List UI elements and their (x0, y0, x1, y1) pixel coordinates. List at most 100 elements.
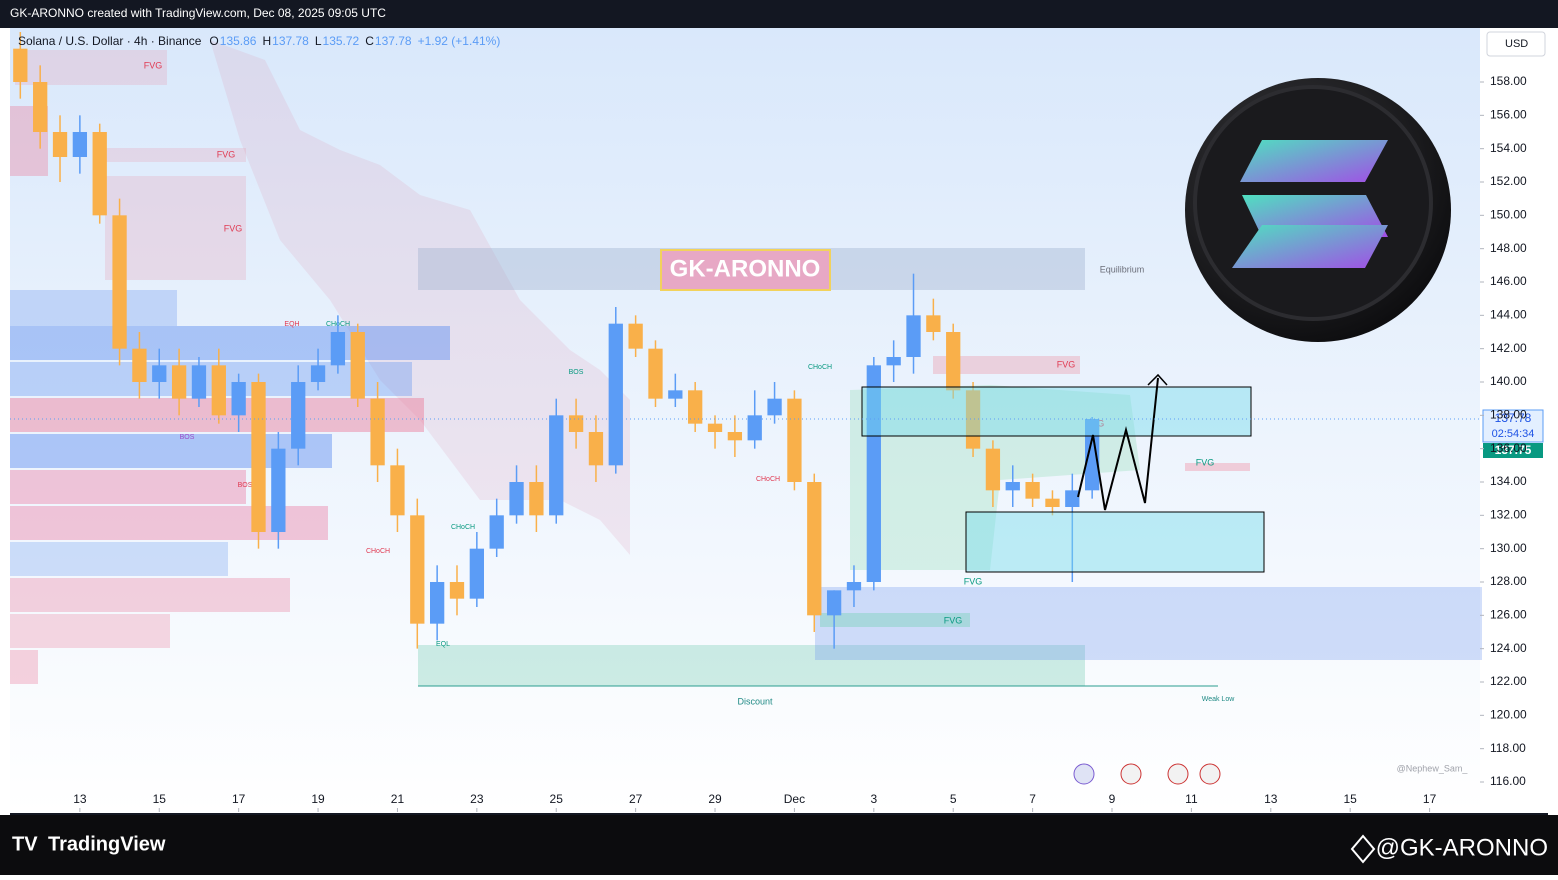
y-tick-label: 126.00 (1490, 608, 1527, 622)
bid-price: 137.75 (1495, 443, 1532, 457)
y-tick-label: 140.00 (1490, 374, 1527, 388)
annotation: CHoCH (451, 524, 475, 531)
annotation: EQL (436, 641, 450, 648)
demand-box (965, 511, 1265, 573)
y-tick-label: 150.00 (1490, 208, 1527, 222)
tv-icon: TV (12, 833, 38, 855)
event-icons (1073, 763, 1221, 785)
candles (13, 32, 1100, 649)
y-tick-label: 134.00 (1490, 474, 1527, 488)
candle-body (648, 348, 663, 399)
y-tick-label: 148.00 (1490, 241, 1527, 255)
x-tick-label: 23 (470, 792, 484, 806)
fvg-zone (933, 356, 1080, 374)
x-tick-label: 21 (391, 792, 405, 806)
x-tick-label: 13 (73, 792, 87, 806)
candle-body (1085, 419, 1100, 491)
y-tick-label: 142.00 (1490, 341, 1527, 355)
ohlc-label: C (365, 34, 374, 48)
x-tick-label: Dec (784, 792, 805, 806)
author-icon (1350, 834, 1376, 864)
x-tick-label: 5 (950, 792, 957, 806)
y-tick-label: 116.00 (1490, 774, 1526, 788)
fvg-zone (105, 148, 246, 162)
currency: USD (1505, 38, 1528, 50)
candle-body (628, 323, 643, 349)
ohlc-label: L (315, 34, 322, 48)
y-tick-label: 120.00 (1490, 708, 1527, 722)
candle-body (846, 582, 862, 591)
candle-body (707, 423, 723, 432)
candle-body (152, 365, 167, 382)
candle-body (1045, 498, 1060, 507)
candle-body (191, 365, 207, 399)
candle-body (529, 482, 544, 516)
y-tick-label: 122.00 (1490, 674, 1527, 688)
symbol-title: Solana / U.S. Dollar · 4h · Binance (18, 34, 202, 48)
annotation: FVG (217, 149, 236, 159)
candle-body (549, 415, 564, 516)
candle-body (668, 390, 683, 399)
annotation: Equilibrium (1100, 264, 1145, 274)
candle-body (92, 132, 107, 216)
annotation: BOS (569, 369, 584, 376)
x-tick-label: 15 (1344, 792, 1358, 806)
candle-body (390, 465, 405, 516)
candle-body (1005, 482, 1020, 491)
x-tick-label: 19 (311, 792, 325, 806)
candle-body (231, 382, 246, 416)
candle-body (1065, 490, 1080, 507)
annotation: @Nephew_Sam_ (1397, 763, 1469, 773)
annotation: FVG (944, 615, 963, 625)
x-tick-label: 17 (1423, 792, 1437, 806)
demand-zone (815, 587, 1482, 660)
candle-body (469, 548, 484, 599)
ohlc-value: 135.72 (323, 34, 360, 48)
candle-body (787, 398, 802, 482)
annotation: CHoCH (756, 476, 780, 483)
y-tick-label: 156.00 (1490, 108, 1527, 122)
y-tick-label: 146.00 (1490, 274, 1527, 288)
candle-body (171, 365, 187, 399)
projection (1077, 377, 1159, 511)
arrow-head (1147, 373, 1168, 386)
solana-logo (1185, 78, 1451, 342)
candle-body (430, 582, 445, 624)
candle-body (1025, 482, 1040, 499)
candle-body (767, 398, 782, 416)
annotation: Weak Low (1202, 696, 1235, 703)
x-tick-label: 29 (708, 792, 722, 806)
candle-body (588, 432, 604, 466)
candle-body (965, 390, 981, 449)
y-tick-label: 124.00 (1490, 641, 1527, 655)
last-price: 137.78 (1495, 411, 1532, 425)
x-tick-label: 25 (550, 792, 564, 806)
x-tick-label: 17 (232, 792, 246, 806)
cloud (210, 40, 630, 555)
y-tick-label: 132.00 (1490, 508, 1527, 522)
ohlc-label: O (209, 34, 218, 48)
candle-body (807, 482, 822, 616)
candle-body (906, 315, 921, 357)
bottom-bar (0, 815, 1558, 875)
annotation: FVG (1196, 457, 1215, 467)
y-tick-label: 130.00 (1490, 541, 1527, 555)
candle-body (370, 398, 385, 466)
currency-box (1486, 31, 1546, 57)
y-tick-label: 118.00 (1490, 741, 1526, 755)
x-tick-label: 7 (1029, 792, 1036, 806)
candle-body (13, 48, 28, 82)
bid-tag (1483, 443, 1543, 458)
last-price-tag (1482, 409, 1544, 443)
y-tick-label: 136.00 (1490, 441, 1527, 455)
ohlc: O 135.86 H 137.78 L 135.72 C 137.78 +1.92 (+1.41… (209, 34, 500, 48)
y-tick-label: 152.00 (1490, 174, 1527, 188)
candle-body (727, 432, 743, 441)
divider (10, 813, 1548, 815)
candle-body (291, 382, 306, 449)
candle-body (688, 390, 703, 424)
candle-body (132, 348, 147, 382)
candle-body (509, 482, 524, 516)
